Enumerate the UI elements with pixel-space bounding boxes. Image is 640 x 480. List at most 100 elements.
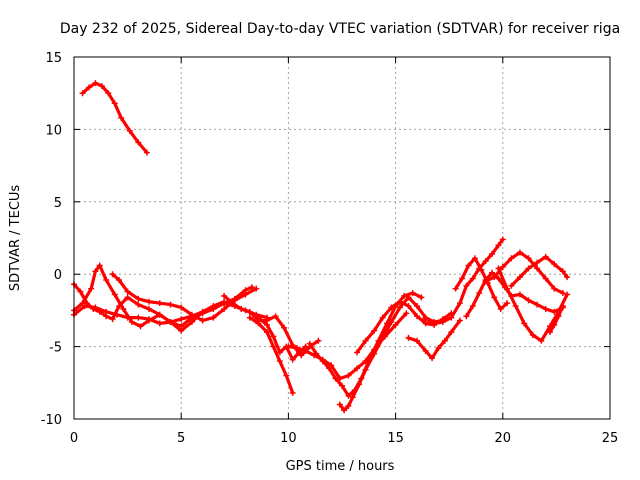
data-point [388, 304, 395, 311]
data-point [242, 291, 249, 298]
data-point [178, 316, 185, 323]
data-point [313, 350, 320, 357]
data-point [525, 255, 532, 262]
data-point [156, 300, 163, 307]
data-point [435, 345, 442, 352]
data-point [289, 356, 296, 363]
data-point [199, 308, 206, 315]
x-tick-label: 15 [387, 431, 404, 446]
data-point [113, 311, 120, 318]
data-point [534, 301, 541, 308]
data-point [128, 318, 135, 325]
data-point [371, 350, 378, 357]
data-point [429, 355, 436, 362]
data-point [564, 274, 571, 281]
data-point [263, 321, 270, 328]
data-point [178, 327, 185, 334]
data-point [362, 337, 369, 344]
data-point [508, 255, 515, 262]
data-point [456, 317, 463, 324]
data-point [362, 366, 369, 373]
series-track-1 [79, 80, 150, 156]
data-point [405, 303, 412, 310]
data-point [525, 297, 532, 304]
data-point [285, 343, 292, 350]
data-point [529, 332, 536, 339]
data-point [495, 275, 502, 282]
data-point [356, 381, 363, 388]
data-point [137, 323, 144, 330]
series-line [80, 81, 149, 155]
data-point [253, 285, 260, 292]
data-point [315, 337, 322, 344]
data-point [564, 291, 571, 298]
data-point [512, 303, 519, 310]
data-point [339, 382, 345, 389]
data-point [388, 318, 395, 325]
data-point [92, 80, 99, 87]
series-line [222, 294, 320, 357]
data-point [289, 389, 296, 396]
data-point [371, 327, 378, 334]
data-point [405, 294, 412, 301]
data-point [418, 294, 425, 301]
data-point [551, 285, 558, 292]
data-point [109, 316, 116, 323]
series-track-14 [422, 236, 506, 327]
chart-title: Day 232 of 2025, Sidereal Day-to-day VTE… [60, 21, 620, 37]
data-point [392, 321, 399, 328]
data-point [326, 365, 333, 372]
data-point [516, 274, 523, 281]
data-point [497, 305, 504, 312]
data-point [281, 324, 288, 331]
data-point [272, 313, 279, 320]
data-point [516, 291, 523, 298]
data-point [345, 392, 352, 399]
data-point [452, 285, 459, 292]
data-point [379, 314, 386, 321]
data-point [246, 314, 253, 321]
series-track-19 [508, 253, 571, 289]
data-point [92, 304, 99, 311]
data-point [229, 300, 236, 307]
data-point [414, 337, 421, 344]
data-point [246, 308, 253, 315]
data-point [341, 407, 348, 414]
data-point [559, 290, 566, 297]
plot-frame [73, 56, 611, 420]
data-point [542, 253, 549, 260]
series-track-13 [405, 317, 463, 362]
data-point [86, 84, 93, 91]
data-point [221, 292, 228, 299]
data-point [559, 268, 566, 275]
data-point [111, 100, 118, 107]
data-point [551, 261, 558, 268]
data-point [105, 90, 112, 97]
data-point [146, 298, 153, 305]
data-point [306, 340, 313, 347]
y-tick-label: 15 [45, 51, 62, 66]
data-point [546, 329, 553, 336]
data-point [124, 314, 131, 321]
data-point [103, 308, 110, 315]
data-point [534, 259, 541, 266]
data-point [88, 285, 95, 292]
y-tick-label: -5 [49, 341, 62, 356]
data-point [504, 300, 511, 307]
data-point [126, 127, 133, 134]
data-point [521, 320, 528, 327]
data-point [354, 349, 361, 356]
data-point [135, 295, 142, 302]
data-point [124, 294, 131, 301]
y-tick-label: 5 [54, 196, 62, 211]
data-point [538, 337, 545, 344]
data-point [199, 317, 206, 324]
series-line [72, 263, 226, 333]
data-point [471, 255, 478, 262]
data-series-layer [71, 80, 571, 414]
data-point [499, 263, 506, 270]
series-track-3 [71, 262, 228, 334]
data-point [270, 343, 277, 350]
data-point [263, 329, 270, 336]
